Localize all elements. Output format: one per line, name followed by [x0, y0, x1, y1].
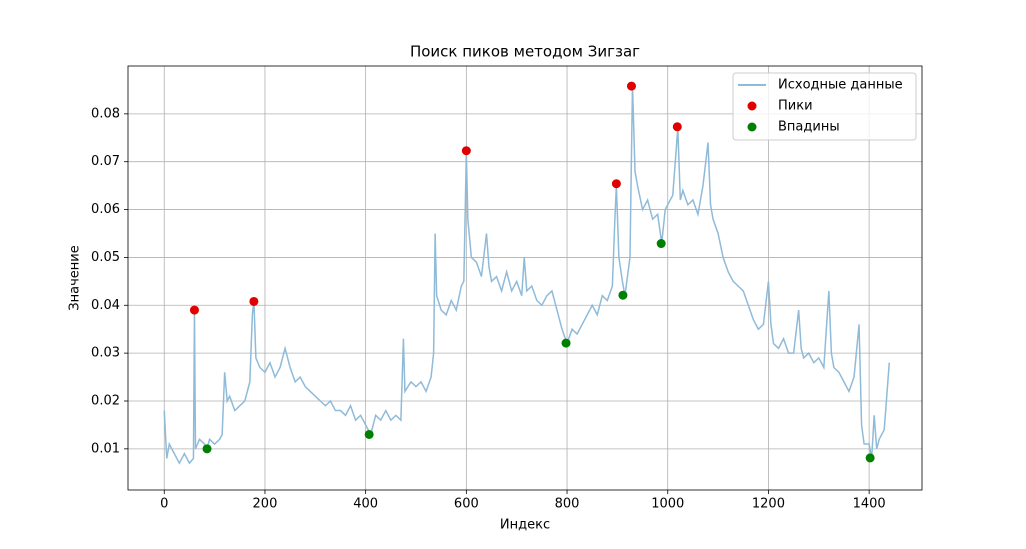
- data-point: [364, 429, 374, 439]
- y-tick-label: 0.01: [91, 441, 120, 456]
- x-tick-label: 1200: [752, 497, 785, 512]
- data-point: [672, 122, 682, 132]
- data-point: [626, 81, 636, 91]
- y-tick-label: 0.08: [91, 106, 120, 121]
- data-point: [249, 296, 259, 306]
- y-axis-label: Значение: [68, 245, 83, 310]
- data-point: [561, 338, 571, 348]
- y-tick-label: 0.06: [91, 202, 120, 217]
- x-tick-label: 600: [454, 497, 479, 512]
- y-tick-label: 0.05: [91, 250, 120, 265]
- data-point: [611, 179, 621, 189]
- data-point: [865, 453, 875, 463]
- legend-box: [732, 72, 917, 141]
- y-tick-label: 0.04: [91, 298, 120, 313]
- y-tick-label: 0.03: [91, 346, 120, 361]
- x-tick-label: 1400: [853, 497, 886, 512]
- chart-title: Поиск пиков методом Зигзаг: [410, 43, 640, 61]
- x-tick-label: 1000: [651, 497, 684, 512]
- data-point: [189, 305, 199, 315]
- x-tick-label: 400: [353, 497, 378, 512]
- y-tick-label: 0.07: [91, 154, 120, 169]
- legend-label: Исходные данные: [778, 78, 903, 93]
- legend-label: Впадины: [778, 120, 840, 135]
- plot-frame: [127, 65, 923, 491]
- data-point: [618, 290, 628, 300]
- data-line: [163, 85, 891, 465]
- legend-marker: [747, 122, 757, 132]
- legend-marker: [747, 101, 757, 111]
- x-axis-label: Индекс: [500, 518, 550, 533]
- x-tick-label: 200: [253, 497, 278, 512]
- x-tick-label: 0: [160, 497, 168, 512]
- data-point: [461, 146, 471, 156]
- data-point: [656, 239, 666, 249]
- data-point: [202, 444, 212, 454]
- x-tick-label: 800: [555, 497, 580, 512]
- y-tick-label: 0.02: [91, 393, 120, 408]
- legend-label: Пики: [778, 99, 813, 114]
